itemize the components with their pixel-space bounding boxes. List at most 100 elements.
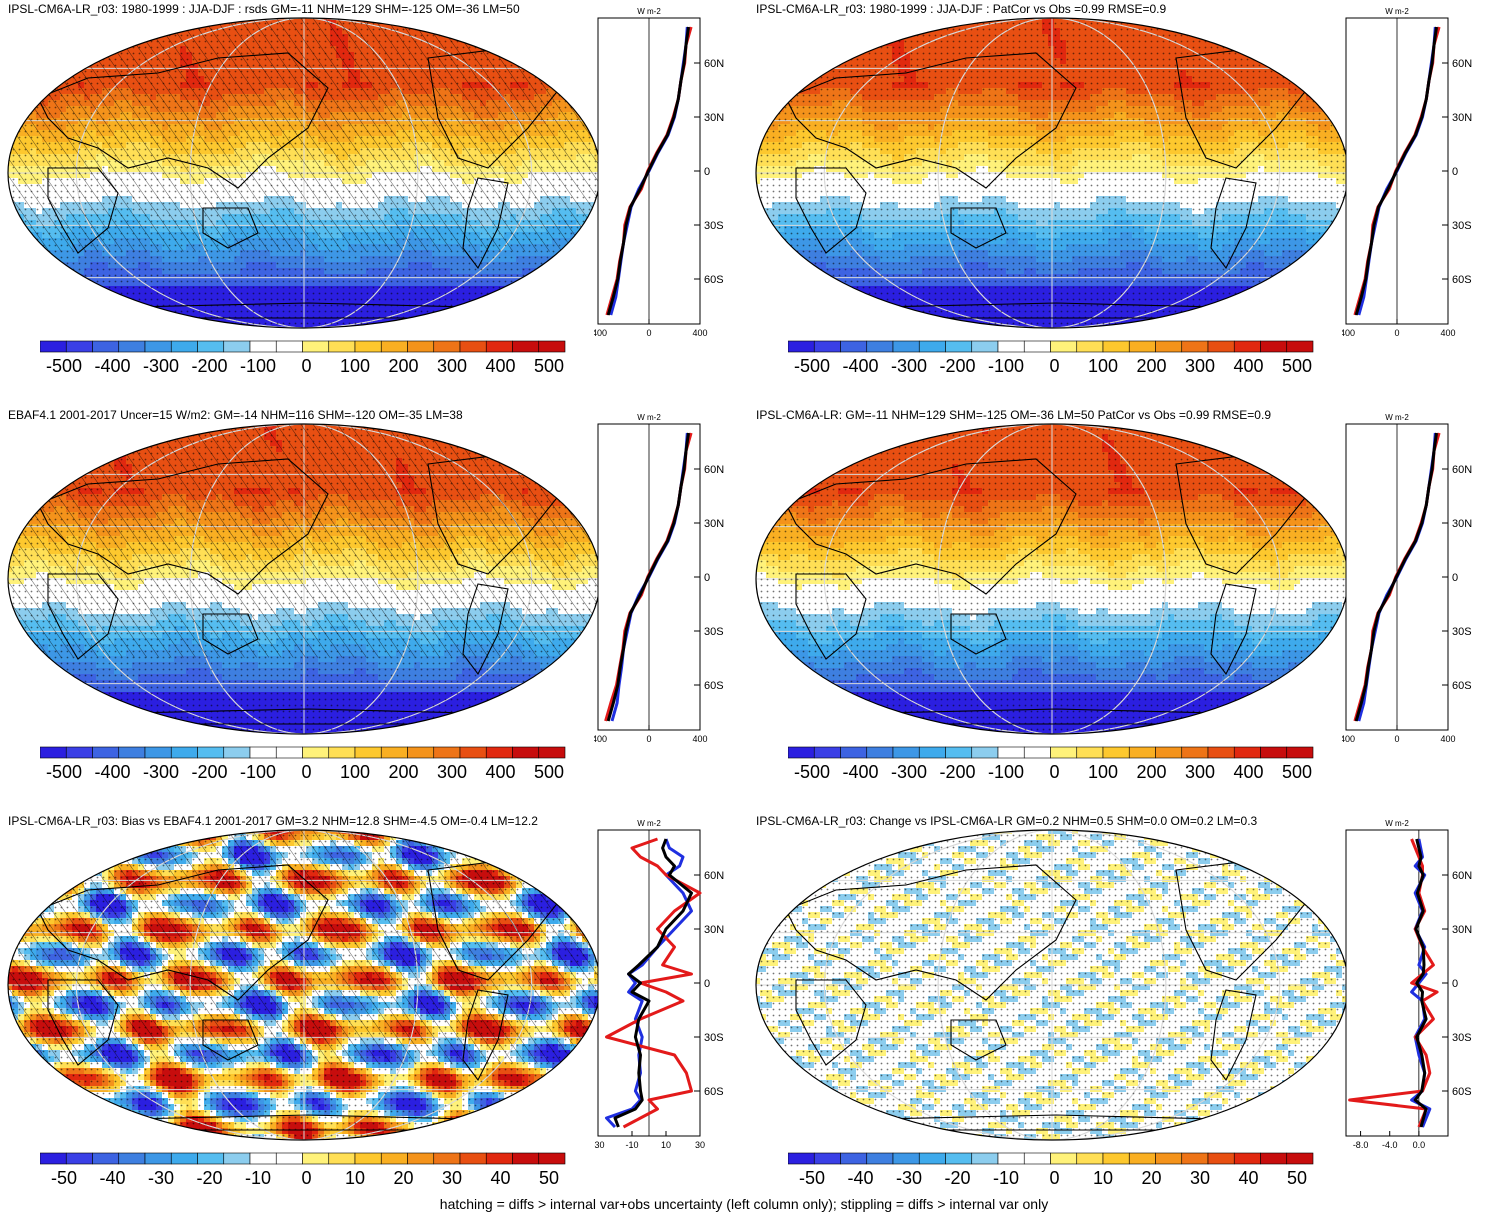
colorbar-swatch [1260, 340, 1288, 353]
colorbar-swatch [223, 340, 251, 353]
colorbar-swatch [485, 1152, 513, 1165]
zonal-mean-line [1354, 432, 1438, 722]
colorbar-swatch [433, 746, 461, 759]
colorbar-tick-label: -200 [939, 356, 975, 377]
colorbar-swatch [433, 1152, 461, 1165]
map-plot [7, 423, 601, 735]
panel-title: IPSL-CM6A-LR_r03: 1980-1999 : JJA-DJF : … [8, 2, 520, 16]
colorbar-labels: -50 -40 -30 -20 -10 0 10 20 30 40 50 [40, 1168, 570, 1190]
colorbar-swatch [1076, 340, 1104, 353]
colorbar-tick-label: -10 [993, 1168, 1019, 1189]
map-plot [755, 829, 1349, 1141]
panel-5: IPSL-CM6A-LR_r03: Bias vs EBAF4.1 2001-2… [0, 812, 740, 1212]
colorbar-tick-label: -100 [988, 762, 1024, 783]
zonal-ytick-label: 30N [704, 112, 724, 124]
colorbar-swatch [380, 746, 408, 759]
colorbar-swatch [197, 1152, 225, 1165]
colorbar-swatch [971, 746, 999, 759]
colorbar-swatch [1286, 746, 1314, 759]
panel-title: IPSL-CM6A-LR_r03: Change vs IPSL-CM6A-LR… [756, 814, 1257, 828]
zonal-unit-label: W m-2 [1385, 819, 1409, 828]
colorbar-tick-label: -200 [939, 762, 975, 783]
colorbar-labels: -500 -400 -300 -200 -100 0 100 200 300 400 500 [40, 356, 570, 378]
colorbar-tick-label: 400 [485, 762, 515, 783]
zonal-mean-plot: W m-2 60N 30N 0 30S 60S -400 0 400 [594, 413, 724, 744]
colorbar-swatch [866, 340, 894, 353]
colorbar-swatch [249, 340, 277, 353]
colorbar-swatch [788, 340, 815, 353]
zonal-mean-plot: W m-2 60N 30N 0 30S 60S -400 0 400 [1342, 7, 1472, 338]
colorbar-labels: -500 -400 -300 -200 -100 0 100 200 300 400 500 [788, 762, 1318, 784]
zonal-ytick-label: 60S [1452, 1086, 1472, 1098]
colorbar-tick-label: 40 [1238, 1168, 1258, 1189]
zonal-ytick-label: 0 [704, 572, 710, 584]
colorbar-tick-label: 500 [534, 356, 564, 377]
colorbar-tick-label: -200 [191, 356, 227, 377]
colorbar-swatch [1207, 746, 1235, 759]
colorbar-swatch [1050, 1152, 1078, 1165]
colorbar-tick-label: -50 [799, 1168, 825, 1189]
colorbar-swatch [380, 1152, 408, 1165]
colorbar-swatch [485, 746, 513, 759]
zonal-xtick-label: -4.0 [1382, 1140, 1398, 1150]
zonal-unit-label: W m-2 [637, 7, 661, 16]
zonal-ytick-label: 60S [1452, 274, 1472, 286]
colorbar-tick-label: 400 [1233, 356, 1263, 377]
zonal-xtick-label: 0 [1394, 328, 1399, 338]
colorbar-swatch [1260, 746, 1288, 759]
colorbar-tick-label: 100 [340, 762, 370, 783]
zonal-ytick-label: 60N [704, 464, 724, 476]
colorbar-tick-label: 0 [1049, 356, 1059, 377]
colorbar-swatch [170, 1152, 198, 1165]
colorbar-labels: -500 -400 -300 -200 -100 0 100 200 300 400 500 [788, 356, 1318, 378]
colorbar-labels: -50 -40 -30 -20 -10 0 10 20 30 40 50 [788, 1168, 1318, 1190]
colorbar-swatch [512, 1152, 540, 1165]
colorbar-swatch [840, 340, 868, 353]
zonal-ytick-label: 0 [1452, 978, 1458, 990]
zonal-ytick-label: 60S [704, 680, 724, 692]
colorbar-tick-label: 0 [1049, 762, 1059, 783]
zonal-ytick-label: 0 [704, 166, 710, 178]
colorbar-tick-label: -300 [891, 356, 927, 377]
panel-2: IPSL-CM6A-LR_r03: 1980-1999 : JJA-DJF : … [748, 0, 1488, 400]
colorbar-swatch [512, 340, 540, 353]
zonal-ytick-label: 30S [1452, 1032, 1472, 1044]
colorbar-swatch [328, 340, 356, 353]
colorbar-tick-label: -30 [148, 1168, 174, 1189]
colorbar-swatch [144, 1152, 172, 1165]
zonal-xtick-label: -400 [594, 328, 607, 338]
colorbar-swatch [275, 340, 303, 353]
zonal-ytick-label: 0 [704, 978, 710, 990]
zonal-ytick-label: 30S [704, 220, 724, 232]
colorbar-swatch [65, 340, 93, 353]
zonal-xtick-label: -400 [1342, 328, 1355, 338]
colorbar-swatch [354, 1152, 382, 1165]
colorbar-swatch [892, 1152, 920, 1165]
colorbar-tick-label: 10 [1093, 1168, 1113, 1189]
colorbar-swatch [788, 1152, 815, 1165]
colorbar-tick-label: -300 [143, 356, 179, 377]
colorbar-tick-label: 50 [539, 1168, 559, 1189]
zonal-unit-label: W m-2 [637, 819, 661, 828]
colorbar-swatch [840, 746, 868, 759]
colorbar-tick-label: 200 [388, 762, 418, 783]
colorbar-tick-label: -20 [944, 1168, 970, 1189]
colorbar-swatch [459, 1152, 487, 1165]
colorbar [788, 1152, 1314, 1165]
colorbar-swatch [40, 746, 67, 759]
colorbar-tick-label: -100 [240, 356, 276, 377]
colorbar-swatch [65, 1152, 93, 1165]
colorbar-swatch [1155, 340, 1183, 353]
zonal-ytick-label: 60S [704, 274, 724, 286]
colorbar-swatch [1050, 340, 1078, 353]
panel-title: IPSL-CM6A-LR: GM=-11 NHM=129 SHM=-125 OM… [756, 408, 1271, 422]
zonal-mean-line [1354, 26, 1438, 316]
colorbar-swatch [1050, 746, 1078, 759]
colorbar-tick-label: -100 [240, 762, 276, 783]
zonal-unit-label: W m-2 [637, 413, 661, 422]
colorbar-tick-label: 500 [534, 762, 564, 783]
colorbar-tick-label: -500 [794, 356, 830, 377]
colorbar-swatch [945, 746, 973, 759]
colorbar-swatch [380, 340, 408, 353]
zonal-ytick-label: 60N [1452, 58, 1472, 70]
